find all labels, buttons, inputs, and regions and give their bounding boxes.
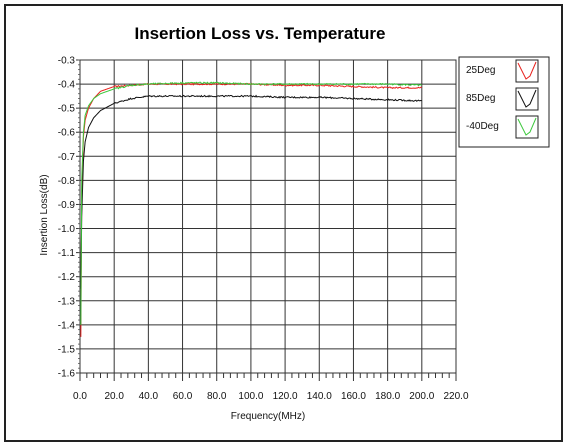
series-line-3	[80, 81, 422, 325]
y-tick-label: -0.6	[58, 128, 76, 139]
grid	[79, 59, 457, 374]
legend-swatch-line	[517, 89, 537, 108]
y-tick-label: -1.4	[58, 320, 76, 331]
x-tick-label: 40.0	[139, 391, 159, 402]
plot-area-border	[79, 59, 457, 374]
y-axis-label: Insertion Loss(dB)	[39, 174, 50, 255]
x-tick-label: 120.0	[273, 391, 298, 402]
y-tick-label: -1.1	[58, 248, 76, 259]
x-tick-label: 180.0	[375, 391, 400, 402]
y-tick-label: -0.4	[58, 80, 76, 91]
y-tick-label: -0.7	[58, 152, 76, 163]
x-tick-label: 60.0	[173, 391, 193, 402]
x-tick-label: 220.0	[443, 391, 468, 402]
legend: 25Deg 85Deg -40Deg	[458, 56, 550, 148]
legend-label-3: -40Deg	[466, 121, 499, 132]
x-tick-label: 140.0	[307, 391, 332, 402]
x-tick-label: 160.0	[341, 391, 366, 402]
y-tick-label: -1.5	[58, 344, 76, 355]
y-tick-label: -0.9	[58, 200, 76, 211]
legend-label-2: 85Deg	[466, 93, 495, 104]
x-tick-label: 80.0	[207, 391, 227, 402]
legend-swatch-line	[517, 117, 537, 136]
y-tick-label: -0.3	[58, 56, 76, 67]
x-tick-label: 100.0	[238, 391, 263, 402]
series-layer	[80, 81, 422, 337]
legend-swatch-box	[515, 87, 539, 111]
y-tick-label: -0.5	[58, 104, 76, 115]
x-axis-label: Frequency(MHz)	[231, 411, 305, 422]
x-tick-label: 200.0	[409, 391, 434, 402]
x-tick-label: 0.0	[73, 391, 87, 402]
x-tick-label: 20.0	[104, 391, 124, 402]
legend-swatch-box	[515, 115, 539, 139]
legend-swatch-box	[515, 59, 539, 83]
y-tick-label: -1.6	[58, 369, 76, 380]
y-tick-label: -1.3	[58, 296, 76, 307]
axis-ticks: 0.0 20.0 40.0 60.0 80.0 100.0 120.0 140.0 160.0 1…	[58, 56, 469, 403]
chart-title: Insertion Loss vs. Temperature	[135, 24, 386, 43]
legend-label-1: 25Deg	[466, 65, 495, 76]
y-tick-label: -1.0	[58, 224, 76, 235]
series-line-2	[80, 94, 422, 289]
y-tick-label: -0.8	[58, 176, 76, 187]
y-tick-label: -1.2	[58, 272, 76, 283]
legend-swatch-line	[517, 61, 537, 80]
